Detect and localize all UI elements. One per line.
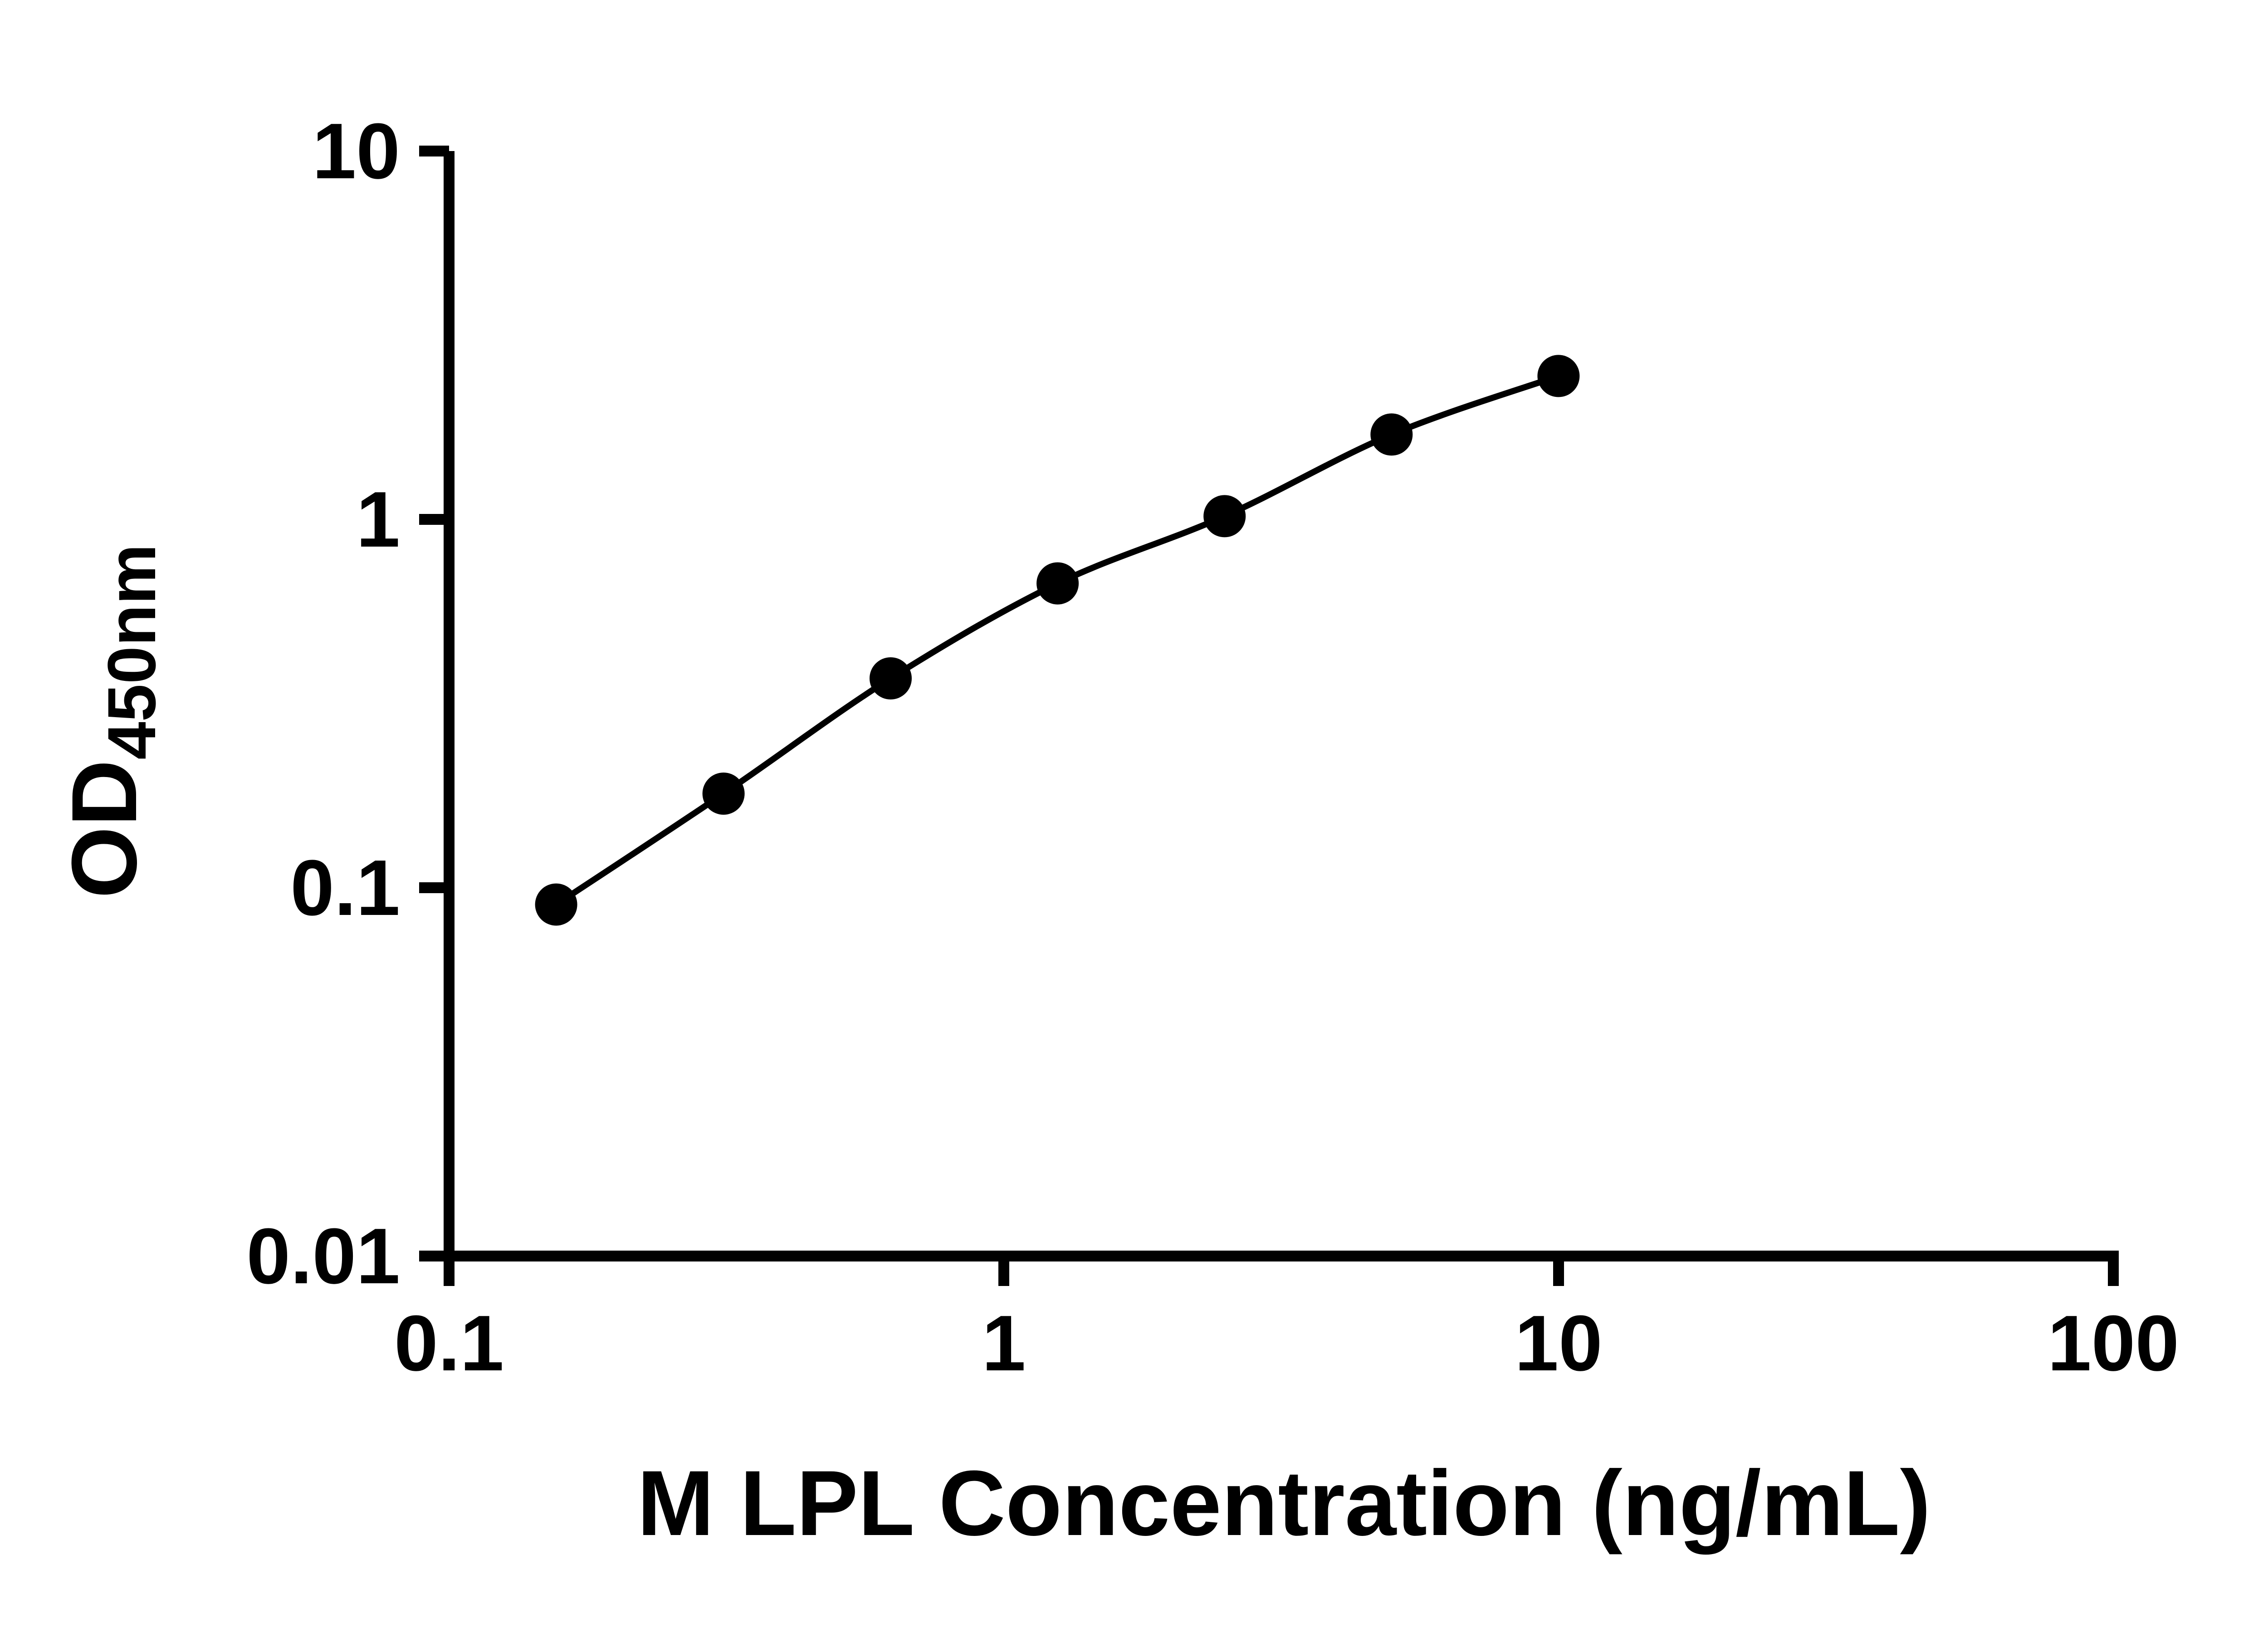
x-tick-label: 0.1 xyxy=(394,1299,504,1387)
data-point xyxy=(702,772,745,815)
y-axis-title-main: OD xyxy=(53,760,156,899)
data-point xyxy=(1203,495,1246,538)
fit-curve xyxy=(553,373,1562,908)
y-axis-title: OD450nm xyxy=(53,544,170,898)
y-tick-label: 0.1 xyxy=(290,843,400,932)
x-tick-label: 1 xyxy=(982,1299,1026,1387)
data-point xyxy=(1036,562,1079,605)
data-point xyxy=(870,657,912,699)
y-axis-title-sub: 450nm xyxy=(93,544,170,759)
x-axis-title: M LPL Concentration (ng/mL) xyxy=(637,1452,1931,1555)
data-point xyxy=(1537,355,1580,397)
data-point xyxy=(1370,413,1413,456)
y-tick-label: 0.01 xyxy=(246,1212,400,1300)
x-tick-label: 100 xyxy=(2048,1299,2179,1387)
x-tick-label: 10 xyxy=(1515,1299,1603,1387)
axes-frame xyxy=(444,151,2119,1261)
data-point xyxy=(535,883,577,926)
y-tick-label: 1 xyxy=(356,475,400,563)
y-tick-label: 10 xyxy=(312,107,400,195)
